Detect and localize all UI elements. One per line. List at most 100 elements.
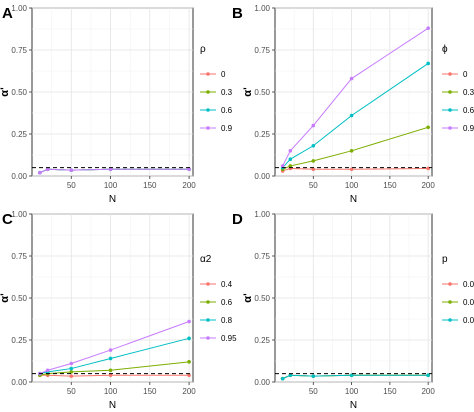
x-tick-label: 150 [383, 181, 397, 190]
legend-label: 0.025 [463, 298, 474, 307]
y-tick-label: 0.50 [254, 294, 270, 303]
y-tick-label: 1.00 [254, 4, 270, 13]
legend-key-point [448, 300, 452, 304]
data-point-0.9 [280, 164, 285, 168]
legend-key-point [206, 72, 210, 76]
x-tick-label: 200 [182, 181, 196, 190]
data-point-0 [349, 167, 354, 172]
x-tick-label: 100 [345, 181, 359, 190]
x-tick-label: 50 [67, 387, 76, 396]
legend-label: 0.6 [221, 106, 233, 115]
legend-label: 0.8 [221, 316, 233, 325]
data-point-0.9 [311, 123, 316, 128]
x-axis-title: N [350, 194, 357, 205]
legend-label: 0.9 [221, 124, 233, 133]
data-point-0.6 [426, 61, 430, 66]
data-point-0.3 [288, 164, 293, 168]
legend-key-point [206, 300, 210, 304]
data-point-0.9 [187, 167, 191, 172]
legend: ρ 0 0.3 0.6 0.9 [200, 44, 233, 133]
legend-label: 0.95 [221, 334, 237, 343]
data-point-0.8 [108, 356, 113, 361]
data-point-0.6 [69, 370, 74, 374]
legend: α2 0.4 0.6 0.8 0.95 [200, 254, 237, 343]
legend-key-point [448, 108, 452, 112]
panel-a: A 0.00 0.25 0.50 0.75 1.00 50 100 150 200 Nα' ρ 0 0.3… [0, 4, 233, 205]
legend-key-point [448, 126, 452, 130]
y-axis-title: α' [242, 293, 254, 303]
legend-key-point [448, 72, 452, 76]
data-point-0 [311, 167, 316, 172]
legend-title: ϕ [442, 44, 448, 55]
data-point-0.8 [187, 336, 191, 341]
legend-label: 0.4 [221, 280, 233, 289]
data-point-0.95 [45, 368, 50, 373]
legend-label: 0 [221, 70, 226, 79]
x-tick-label: 50 [309, 387, 318, 396]
legend-key-point [206, 282, 210, 286]
x-tick-label: 50 [309, 181, 318, 190]
y-tick-label: 0.75 [254, 252, 270, 261]
y-tick-label: 0.50 [11, 294, 27, 303]
data-point-0.05 [288, 373, 293, 378]
x-axis-title: N [109, 194, 116, 205]
data-point-0.95 [108, 348, 113, 352]
panel-letter: C [2, 211, 13, 228]
x-tick-label: 100 [104, 387, 118, 396]
data-point-0.3 [426, 125, 430, 130]
legend: p 0.01 0.025 0.05 [442, 254, 474, 325]
panel-letter: B [232, 5, 243, 22]
legend-label: 0.6 [463, 106, 474, 115]
y-tick-label: 0.00 [11, 378, 27, 387]
legend-label: 0.6 [221, 298, 233, 307]
panel-c: C 0.00 0.25 0.50 0.75 1.00 50 100 150 200 Nα' α2 0.4… [0, 210, 237, 411]
data-point-0.6 [108, 368, 113, 373]
data-point-0.4 [187, 373, 191, 378]
legend: ϕ 0 0.3 0.6 0.9 [442, 44, 474, 133]
legend-label: 0.9 [463, 124, 474, 133]
y-axis-title: α' [0, 87, 11, 97]
x-tick-label: 200 [421, 387, 435, 396]
data-point-0.6 [187, 360, 191, 364]
y-tick-label: 0.25 [254, 336, 270, 345]
x-tick-label: 200 [182, 387, 196, 396]
legend-label: 0.3 [221, 88, 233, 97]
data-point-0.9 [426, 26, 430, 30]
y-tick-label: 1.00 [11, 4, 27, 13]
data-point-0.9 [38, 170, 42, 175]
y-axis-title: α' [0, 293, 11, 303]
y-tick-label: 0.25 [11, 336, 27, 345]
data-point-0.4 [69, 374, 74, 378]
data-point-0.95 [187, 319, 191, 324]
x-axis-title: N [350, 400, 357, 411]
x-tick-label: 200 [421, 181, 435, 190]
legend-key-point [206, 318, 210, 322]
data-point-0.95 [69, 361, 74, 366]
x-tick-label: 50 [67, 181, 76, 190]
x-tick-label: 150 [143, 387, 157, 396]
legend-key-point [448, 90, 452, 94]
legend-key-point [206, 108, 210, 112]
y-tick-label: 0.25 [254, 130, 270, 139]
panel-d: D 0.00 0.25 0.50 0.75 1.00 50 100 150 200 Nα' p 0.01… [232, 210, 474, 411]
legend-label: 0.01 [463, 280, 474, 289]
y-tick-label: 0.50 [254, 88, 270, 97]
y-tick-label: 0.00 [254, 172, 270, 181]
data-point-0.05 [426, 373, 430, 378]
y-tick-label: 0.00 [11, 172, 27, 181]
x-tick-label: 150 [143, 181, 157, 190]
data-point-0.4 [108, 373, 113, 378]
y-tick-label: 0.75 [11, 46, 27, 55]
y-tick-label: 1.00 [11, 210, 27, 219]
data-point-0.9 [288, 149, 293, 153]
legend-title: ρ [200, 44, 206, 55]
panel-letter: A [2, 5, 13, 22]
legend-title: p [442, 254, 448, 265]
x-axis-title: N [109, 400, 116, 411]
legend-label: 0.05 [463, 316, 474, 325]
y-tick-label: 1.00 [254, 210, 270, 219]
data-point-0.6 [311, 143, 316, 148]
legend-key-point [448, 282, 452, 286]
x-tick-label: 100 [104, 181, 118, 190]
